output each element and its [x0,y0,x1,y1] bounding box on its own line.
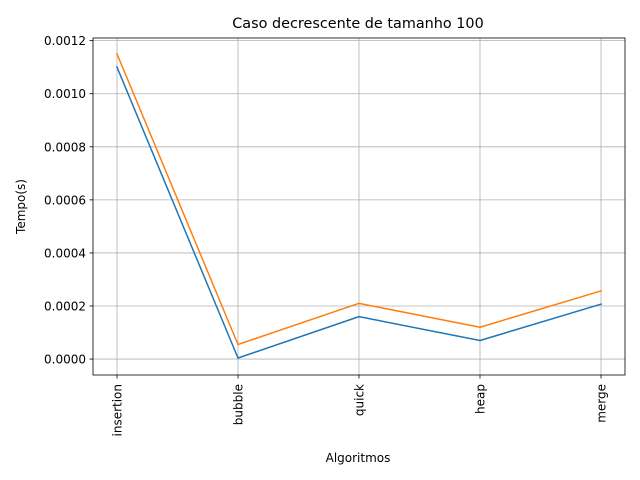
y-tick-label: 0.0000 [44,353,86,367]
y-tick-label: 0.0010 [44,87,86,101]
data-point [358,302,360,305]
x-tick-label: bubble [232,384,246,425]
y-tick-label: 0.0008 [44,140,86,154]
data-point [479,339,481,342]
y-tick-label: 0.0002 [44,300,86,314]
y-axis: 0.0000 0.0002 0.0004 0.0006 0.0008 0.0010 0.00… [44,34,93,367]
series-group [116,52,602,359]
data-point [479,326,481,329]
data-point [600,303,602,305]
x-tick-label: quick [353,384,367,416]
grid [93,38,625,375]
y-tick-label: 0.0012 [44,34,86,48]
x-tick-label: merge [595,384,609,423]
data-point [116,53,118,55]
data-point [237,357,239,359]
x-tick-label: heap [474,384,488,414]
chart-title: Caso decrescente de tamanho 100 [232,16,484,32]
x-axis: insertion bubble quick heap merge [111,375,609,437]
x-axis-label: Algoritmos [326,451,391,465]
data-point [116,66,118,68]
y-axis-label: Tempo(s) [14,179,28,235]
data-point [358,315,360,318]
y-tick-label: 0.0006 [44,193,86,207]
x-tick-label: insertion [111,384,125,437]
y-tick-label: 0.0004 [44,246,86,260]
data-point [237,343,239,346]
data-point [600,290,602,292]
